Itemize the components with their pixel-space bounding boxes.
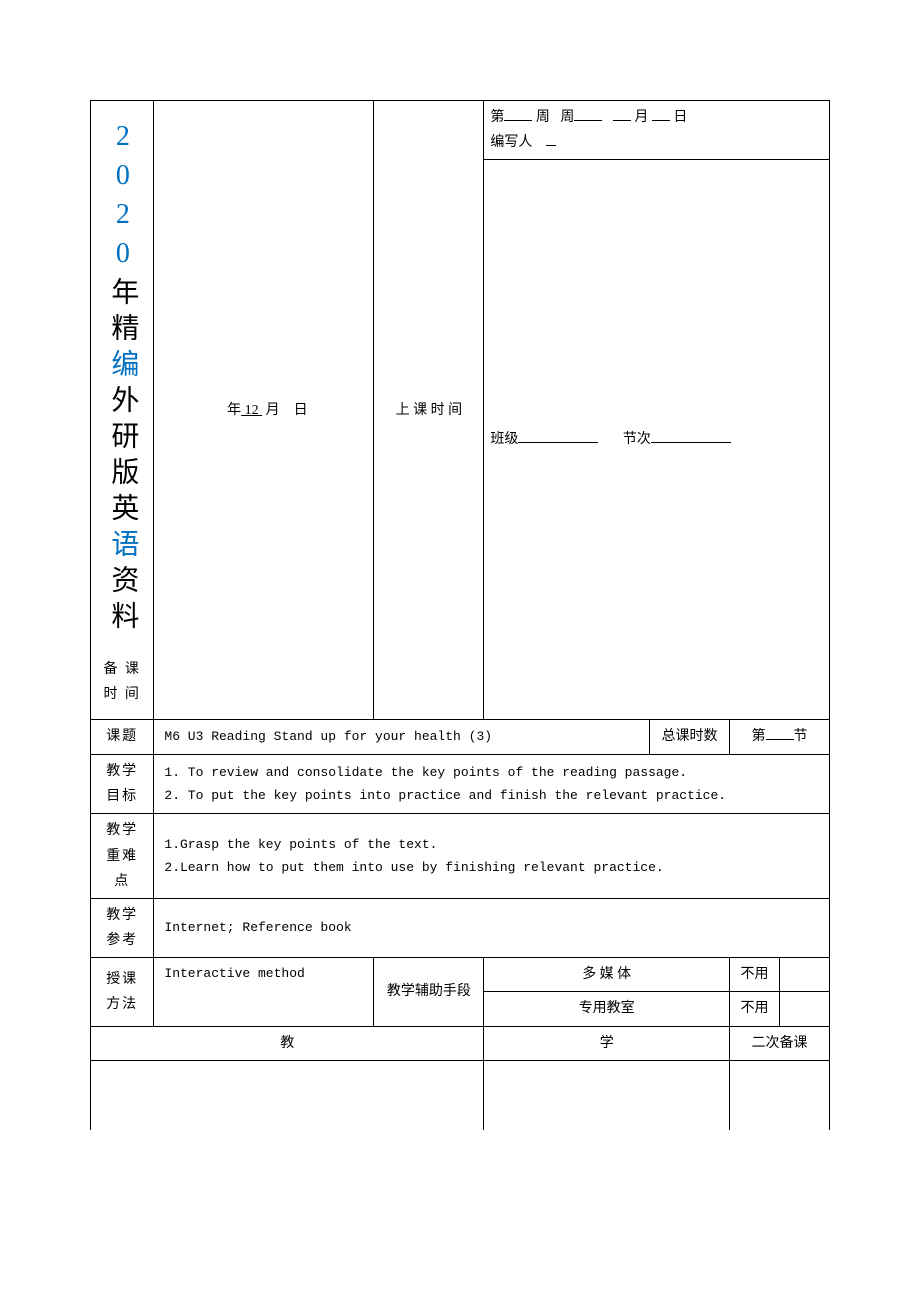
objective-item: 2. To put the key points into practice a… [164, 784, 819, 807]
section-number: 第节 [730, 720, 830, 754]
classroom-value: 不用 [730, 992, 780, 1026]
multimedia-value: 不用 [730, 958, 780, 992]
total-periods-label: 总课时数 [650, 720, 730, 754]
lesson-plan-table: 2020年精编外研版英语资料 备 课时 间 年 12 月 日 上 课 时 间 第… [90, 100, 830, 1130]
difficulty-item: 1.Grasp the key points of the text. [164, 833, 819, 856]
reference-value: Internet; Reference book [154, 898, 830, 957]
teach-content [91, 1060, 484, 1130]
date-value: 年 12 月 日 [220, 403, 308, 418]
classroom-label: 专用教室 [484, 992, 730, 1026]
week-line: 第 周 周 月 日 [490, 105, 823, 130]
second-prep-content [730, 1060, 830, 1130]
document-title: 2020年精编外研版英语资料 [93, 111, 151, 647]
difficulties-content: 1.Grasp the key points of the text. 2.Le… [154, 814, 830, 899]
sidebar-cell: 2020年精编外研版英语资料 备 课时 间 [91, 101, 154, 720]
date-cell: 年 12 月 日 [154, 101, 374, 720]
multimedia-blank [780, 958, 830, 992]
reference-label: 教学参考 [91, 898, 154, 957]
learn-header: 学 [484, 1026, 730, 1060]
class-period-cell: 班级 节次 [484, 160, 830, 720]
class-time-label: 上 课 时 间 [396, 403, 463, 418]
difficulties-label: 教学重难点 [91, 814, 154, 899]
topic-value: M6 U3 Reading Stand up for your health (… [154, 720, 650, 754]
classroom-blank [780, 992, 830, 1026]
method-label: 授课方法 [91, 958, 154, 1026]
prep-time-label: 备 课时 间 [93, 657, 151, 707]
class-time-label-cell: 上 课 时 间 [374, 101, 484, 720]
title-part: 2 [107, 121, 138, 160]
second-prep-header: 二次备课 [730, 1026, 830, 1060]
week-author-cell: 第 周 周 月 日 编写人 [484, 101, 830, 160]
difficulty-item: 2.Learn how to put them into use by fini… [164, 856, 819, 879]
class-label: 班级 [490, 432, 518, 447]
period-label: 节次 [623, 432, 651, 447]
objectives-content: 1. To review and consolidate the key poi… [154, 754, 830, 814]
method-value: Interactive method [154, 958, 374, 1026]
author-line: 编写人 [490, 130, 823, 155]
teach-header: 教 [91, 1026, 484, 1060]
objectives-label: 教学目标 [91, 754, 154, 814]
learn-content [484, 1060, 730, 1130]
topic-label: 课题 [91, 720, 154, 754]
multimedia-label: 多 媒 体 [484, 958, 730, 992]
objective-item: 1. To review and consolidate the key poi… [164, 761, 819, 784]
aux-label: 教学辅助手段 [374, 958, 484, 1026]
